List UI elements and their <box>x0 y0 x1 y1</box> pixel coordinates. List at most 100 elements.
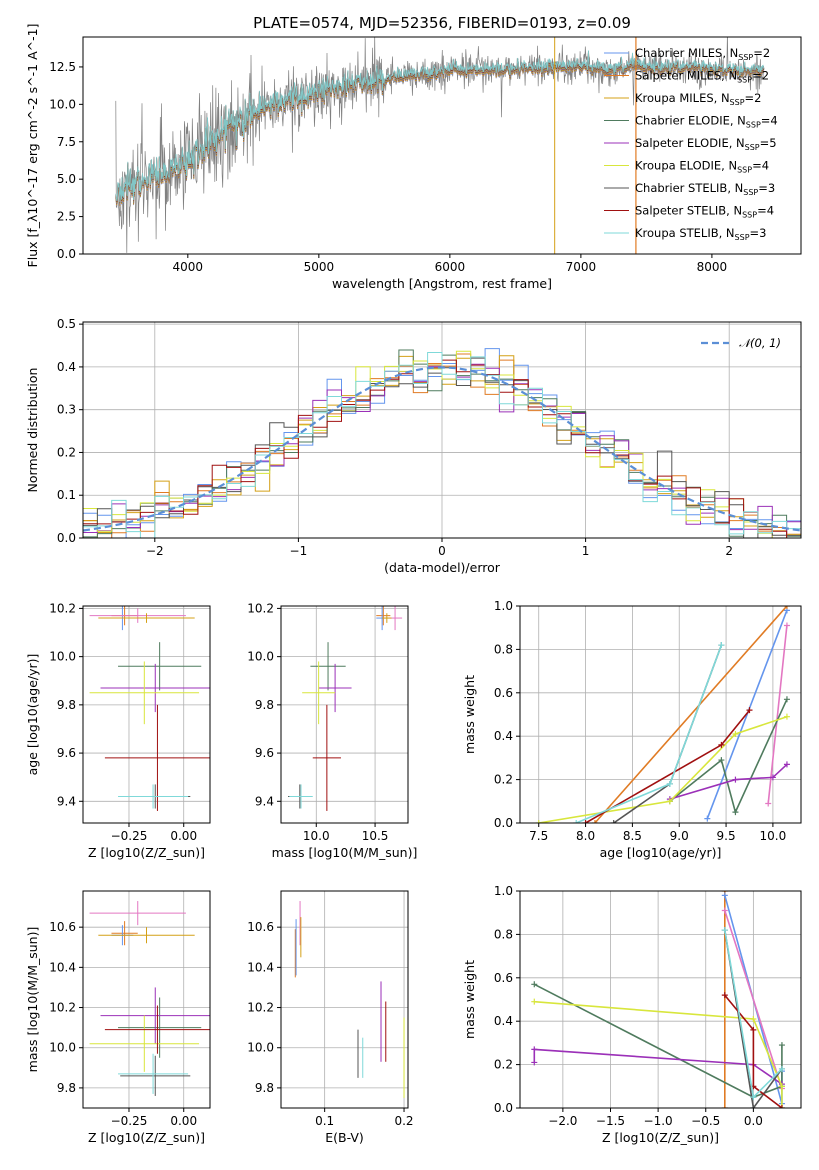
y-tick-label: 0.4 <box>57 360 76 374</box>
plot-area <box>83 348 801 538</box>
x-tick-label: 10.5 <box>362 829 389 843</box>
errorbar-point <box>89 1015 200 1072</box>
errorbar-point <box>100 663 210 713</box>
y-axis-label: Flux [f_λ10^-17 erg cm^-2 s^-1 A^-1] <box>25 24 40 268</box>
weight-line <box>669 698 788 815</box>
weight-marker <box>531 998 538 1005</box>
weight-marker <box>582 820 589 823</box>
y-tick-label: 0.3 <box>57 403 76 417</box>
weight-marker <box>591 820 598 823</box>
weight-line <box>594 606 788 823</box>
x-tick-label: 4000 <box>173 260 204 274</box>
weight-marker <box>718 741 725 748</box>
x-tick-label: 10.0 <box>760 829 787 843</box>
x-axis-label: (data-model)/error <box>384 560 501 575</box>
x-tick-label: 0.00 <box>170 1114 197 1128</box>
x-tick-label: 5000 <box>304 260 335 274</box>
axes-frame <box>82 321 802 539</box>
panel-age_vs_Z: −0.25 0.00 9.4 9.6 9.8 10.0 10.2 Z [log10(Z/Z_s… <box>25 601 211 860</box>
weight-marker <box>531 1059 538 1066</box>
y-tick-label: 0.8 <box>494 927 513 941</box>
y-tick-labels: 9.8 10.0 10.2 10.4 10.6 <box>49 920 83 1095</box>
panel-weight_vs_age: 7.5 8.0 8.5 9.0 9.5 10.0 0.0 0.2 0.4 0.6 0.8 1.0 age… <box>462 599 802 860</box>
y-tick-label: 9.8 <box>255 698 274 712</box>
y-tick-label: 0.0 <box>57 531 76 545</box>
weight-marker <box>783 761 790 768</box>
legend-label: Salpeter ELODIE, NSSP=5 <box>635 136 777 152</box>
weight-marker <box>765 800 772 807</box>
legend-label: Salpeter STELIB, NSSP=4 <box>635 204 774 220</box>
y-tick-label: 10.4 <box>49 960 76 974</box>
weight-marker <box>750 1094 757 1101</box>
legend-label: Kroupa ELODIE, NSSP=4 <box>635 159 769 175</box>
y-tick-label: 10.2 <box>49 601 76 615</box>
y-tick-label: 0.1 <box>57 488 76 502</box>
y-tick-label: 0.2 <box>57 445 76 459</box>
y-tick-label: 10.6 <box>247 920 274 934</box>
axes-frame <box>82 36 802 255</box>
weight-marker <box>778 1105 785 1108</box>
x-tick-label: −0.25 <box>111 1114 148 1128</box>
axes-frame <box>519 890 802 1109</box>
legend: Chabrier MILES, NSSP=2 Salpeter MILES, NS… <box>604 46 778 242</box>
y-tick-label: 1.0 <box>494 884 513 898</box>
x-tick-labels: −0.25 0.00 <box>111 823 197 843</box>
weight-marker <box>666 798 673 805</box>
errorbar-point <box>302 661 336 725</box>
errorbar-point <box>376 606 391 626</box>
weight-marker <box>535 820 542 823</box>
y-tick-label: 10.4 <box>247 960 274 974</box>
errorbar-point <box>310 642 346 691</box>
weight-marker <box>783 622 790 629</box>
errorbar-point <box>118 642 202 691</box>
y-tick-labels: 0.0 0.1 0.2 0.3 0.4 0.5 <box>57 317 83 545</box>
y-tick-label: 10.2 <box>247 1001 274 1015</box>
plot-area <box>115 37 765 254</box>
errorbar-point <box>89 661 200 725</box>
y-tick-label: 10.0 <box>49 650 76 664</box>
plot-area <box>288 606 403 811</box>
x-tick-labels: −2.0 −1.5 −1.0 −0.5 0.0 <box>548 1108 763 1128</box>
y-axis-label: mass weight <box>462 675 477 754</box>
panel-weight_vs_Z: −2.0 −1.5 −1.0 −0.5 0.0 0.0 0.2 0.4 0.6 0.8 1.0 Z [… <box>462 884 802 1145</box>
x-tick-label: −1.5 <box>596 1114 625 1128</box>
x-tick-label: 0.2 <box>394 1114 413 1128</box>
weight-marker <box>721 1105 728 1108</box>
y-tick-label: 9.6 <box>255 746 274 760</box>
y-tick-labels: 9.4 9.6 9.8 10.0 10.2 <box>49 601 83 808</box>
weight-marker <box>721 892 728 899</box>
x-axis-label: age [log10(age/yr)] <box>600 845 722 860</box>
errorbar-point <box>382 613 392 623</box>
y-tick-label: 0.2 <box>494 1058 513 1072</box>
y-tick-label: 10.2 <box>49 1001 76 1015</box>
weight-marker <box>750 1026 757 1033</box>
panel-residuals: −2 −1 0 1 2 0.0 0.1 0.2 0.3 0.4 0.5 (data-model)/er… <box>25 317 802 575</box>
y-tick-label: 10.6 <box>49 920 76 934</box>
y-tick-label: 10.2 <box>247 601 274 615</box>
errorbar-point <box>111 921 138 946</box>
errorbar-point <box>318 663 352 713</box>
y-axis-label: mass weight <box>462 960 477 1039</box>
y-tick-label: 9.8 <box>57 698 76 712</box>
weight-line <box>575 644 723 823</box>
errorbar-point <box>104 704 210 811</box>
plot-area <box>294 901 405 1098</box>
panel-mass_vs_ebv: 0.1 0.2 9.8 10.0 10.2 10.4 10.6 E(B-V) <box>247 890 414 1145</box>
weight-marker <box>721 907 728 914</box>
weight-marker <box>732 809 739 816</box>
errorbar-point <box>98 613 195 623</box>
y-tick-label: 9.4 <box>57 794 76 808</box>
errorbar-point <box>104 1005 210 1054</box>
weight-marker <box>778 1065 785 1072</box>
weight-marker <box>718 757 725 764</box>
y-tick-label: 12.5 <box>49 60 76 74</box>
weight-marker <box>778 1083 785 1090</box>
axes-frame <box>280 890 409 1109</box>
x-tick-label: 0.1 <box>315 1114 334 1128</box>
plot-area <box>535 606 790 823</box>
y-tick-labels: 0.0 2.5 5.0 7.5 10.0 12.5 <box>49 60 83 261</box>
axes-frame <box>519 605 802 824</box>
y-tick-labels: 9.8 10.0 10.2 10.4 10.6 <box>247 920 281 1095</box>
weight-marker <box>732 776 739 783</box>
y-axis-label: mass [log10(M/M_sun)] <box>25 927 40 1073</box>
